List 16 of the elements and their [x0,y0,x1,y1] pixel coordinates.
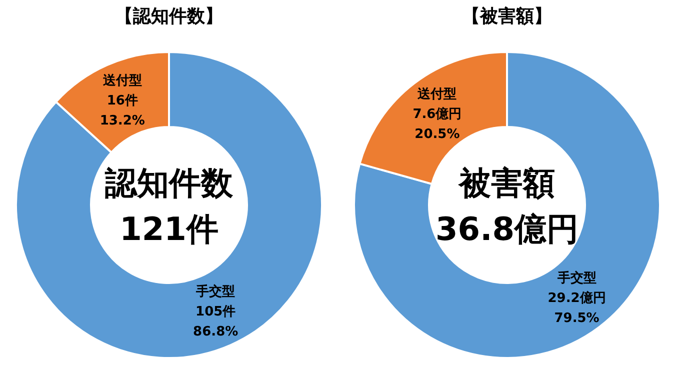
data-label: 29.2億円 79.5% [548,290,606,326]
slice-label: 手交型 [556,270,596,286]
donut-slice [353,51,661,359]
chart-title: 【被害額】 [462,6,552,27]
text: 被害額 [457,164,555,202]
text: 121件 [120,210,218,248]
chart-title: 【認知件数】 [115,6,223,27]
donut-slice [15,51,323,359]
data-label: 16件 13.2% [100,93,145,128]
slice-label: 手交型 [195,284,236,300]
data-label: 7.6億円 20.5% [412,106,462,142]
data-label: 105件 86.8% [193,304,238,340]
slice-label: 送付型 [416,86,457,102]
text: 36.8億円 [436,210,578,248]
slice-label: 送付型 [102,73,142,88]
text: 認知件数 [104,164,234,202]
